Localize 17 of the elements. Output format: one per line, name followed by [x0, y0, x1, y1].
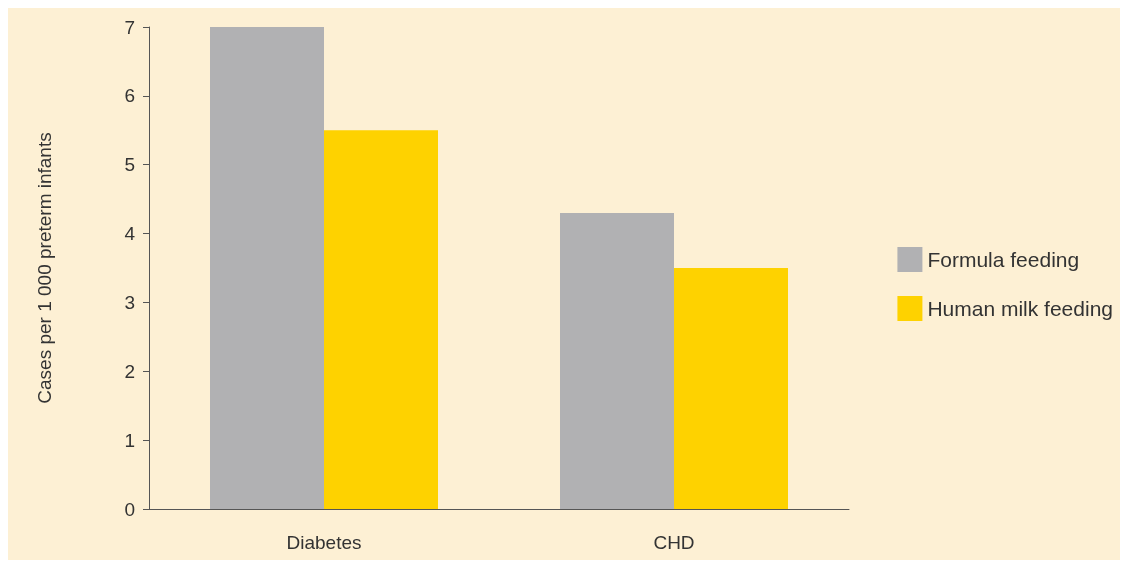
y-tick-label: 4 [124, 223, 136, 245]
bar [324, 130, 438, 509]
y-axis-title: Cases per 1 000 preterm infants [34, 132, 55, 404]
y-tick-label: 1 [124, 429, 135, 451]
y-tick-label: 5 [124, 154, 135, 176]
legend-label: Human milk feeding [927, 297, 1114, 320]
y-tick-label: 7 [124, 16, 135, 38]
y-tick-label: 6 [124, 85, 135, 107]
x-tick-label: Diabetes [286, 532, 362, 553]
x-tick-label: CHD [653, 532, 695, 553]
legend-label: Formula feeding [927, 248, 1080, 271]
y-tick-label: 2 [124, 360, 135, 382]
bar [674, 268, 788, 509]
y-tick-label: 3 [124, 291, 135, 313]
bar [560, 212, 674, 509]
y-tick-label: 0 [124, 498, 135, 520]
bar [210, 27, 324, 509]
